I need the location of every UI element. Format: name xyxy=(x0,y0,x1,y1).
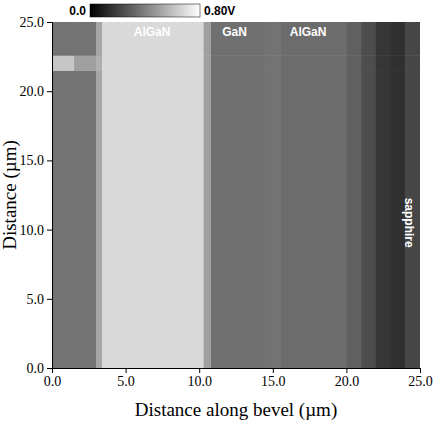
tick-mark xyxy=(47,299,52,300)
colorbar-tick-label: 0.80V xyxy=(204,4,235,18)
cell xyxy=(211,70,266,368)
annotation: GaN xyxy=(222,25,247,39)
tick: 15.0 xyxy=(261,368,286,389)
cell xyxy=(102,55,204,71)
cell xyxy=(391,22,406,56)
tick-label: 5.0 xyxy=(117,374,135,389)
tick: 10.0 xyxy=(187,368,212,389)
y-axis-title: Distance (µm) xyxy=(0,140,21,250)
cell xyxy=(211,22,266,56)
tick-mark xyxy=(47,91,52,92)
tick: 20.0 xyxy=(335,368,360,389)
x-axis: 0.0 5.0 10.0 15.0 20.0 25.0 xyxy=(44,368,433,389)
cell xyxy=(376,55,391,71)
tick: 5.0 xyxy=(27,292,53,307)
tick-label: 0.0 xyxy=(27,361,45,376)
tick: 25.0 xyxy=(408,368,433,389)
tick-label: 20.0 xyxy=(335,374,360,389)
cell xyxy=(346,22,361,56)
tick: 0.0 xyxy=(44,368,62,389)
axis-line xyxy=(53,369,421,374)
cell xyxy=(361,22,376,56)
tick-mark xyxy=(47,368,52,369)
tick-label: 10.0 xyxy=(187,374,212,389)
cell xyxy=(361,55,376,71)
tick-mark xyxy=(126,368,127,373)
cell xyxy=(361,70,376,368)
cell xyxy=(280,22,347,56)
tick: 10.0 xyxy=(20,223,53,238)
annotation: sapphire xyxy=(402,198,416,248)
cell xyxy=(280,55,347,71)
tick-mark xyxy=(47,22,52,23)
tick-label: 15.0 xyxy=(261,374,286,389)
tick-label: 25.0 xyxy=(408,374,433,389)
cell xyxy=(102,22,204,56)
tick: 5.0 xyxy=(117,368,135,389)
tick-label: 20.0 xyxy=(20,84,45,99)
tick: 25.0 xyxy=(20,15,53,30)
cell xyxy=(96,22,102,56)
tick-mark xyxy=(47,230,52,231)
axis-line xyxy=(47,23,53,369)
tick: 20.0 xyxy=(20,84,53,99)
cell xyxy=(52,70,75,368)
heatmap xyxy=(52,22,420,368)
tick-label: 25.0 xyxy=(20,15,45,30)
cell xyxy=(96,55,102,71)
cell xyxy=(74,55,97,71)
annotation: AlGaN xyxy=(134,25,171,39)
tick: 15.0 xyxy=(20,153,53,168)
cell xyxy=(376,70,391,368)
cell xyxy=(204,55,212,71)
annotation: AlGaN xyxy=(290,25,327,39)
cell xyxy=(102,70,204,368)
colorbar xyxy=(90,4,200,17)
cell xyxy=(346,70,361,368)
cell xyxy=(96,70,102,368)
tick-mark xyxy=(47,160,52,161)
cell xyxy=(52,55,75,71)
tick-mark xyxy=(273,368,274,373)
cell xyxy=(52,22,75,56)
tick-mark xyxy=(199,368,200,373)
tick-mark xyxy=(420,368,421,373)
cell xyxy=(204,22,212,56)
tick: 0.0 xyxy=(27,361,53,376)
cell xyxy=(405,22,420,56)
chart: 0.0 5.0 10.0 15.0 20.0 25.0 0.0 5.0 10.0 15.0 20.0… xyxy=(0,0,437,428)
y-axis: 0.0 5.0 10.0 15.0 20.0 25.0 xyxy=(20,15,53,376)
tick-label: 15.0 xyxy=(20,153,45,168)
cell xyxy=(211,55,266,71)
cell xyxy=(204,70,212,368)
tick-label: 10.0 xyxy=(20,223,45,238)
cell xyxy=(405,55,420,71)
x-axis-title: Distance along bevel (µm) xyxy=(135,399,337,421)
tick-mark xyxy=(346,368,347,373)
tick-label: 5.0 xyxy=(27,292,45,307)
cell xyxy=(391,55,406,71)
cell xyxy=(280,70,347,368)
colorbar-tick-label: 0.0 xyxy=(69,4,86,18)
cell xyxy=(265,55,280,71)
cell xyxy=(376,22,391,56)
cell xyxy=(346,55,361,71)
cell xyxy=(74,70,97,368)
tick-label: 0.0 xyxy=(44,374,62,389)
cell xyxy=(265,22,280,56)
cell xyxy=(265,70,280,368)
cell xyxy=(74,22,97,56)
